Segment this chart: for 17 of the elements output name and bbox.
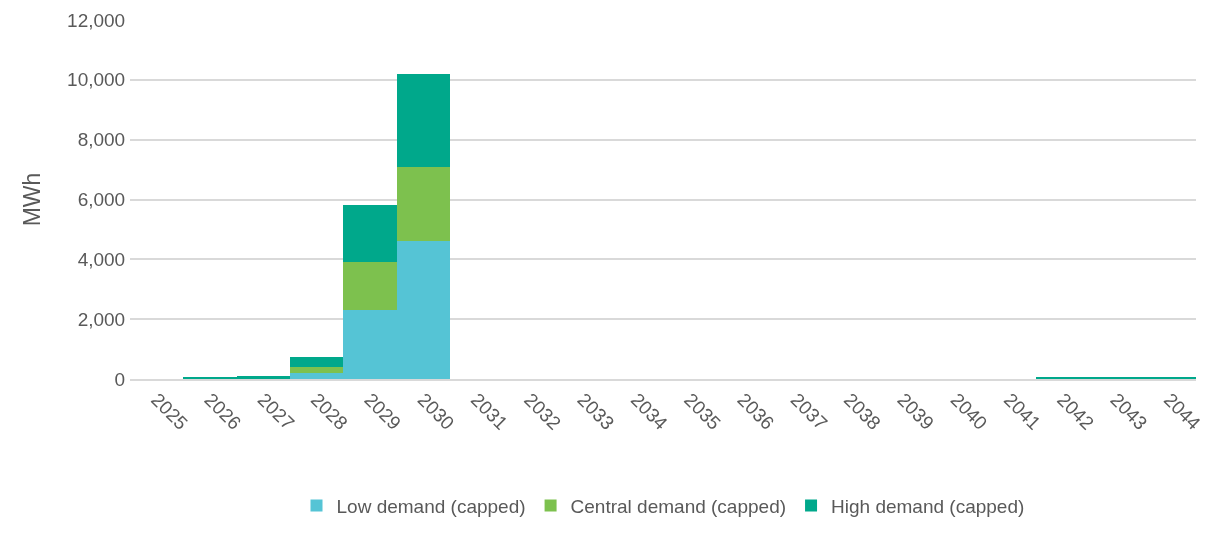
- y-tick-label: 8,000: [77, 129, 126, 151]
- y-tick-label: 0: [114, 368, 126, 390]
- y-tick-label: 4,000: [77, 248, 126, 270]
- legend-label: High demand (capped): [831, 495, 1025, 517]
- y-tick-label: 6,000: [77, 189, 126, 211]
- y-tick-label: 12,000: [67, 9, 126, 31]
- bar: [343, 205, 397, 262]
- legend-label: Central demand (capped): [570, 495, 787, 517]
- legend-label: Low demand (capped): [336, 495, 526, 517]
- bar: [397, 167, 450, 241]
- y-tick-label: 10,000: [67, 69, 126, 91]
- bar: [290, 357, 343, 367]
- bar: [290, 367, 343, 373]
- y-axis-title: MWh: [18, 172, 45, 227]
- y-tick-label: 2,000: [77, 308, 126, 330]
- bar: [397, 74, 450, 167]
- bar: [343, 262, 397, 310]
